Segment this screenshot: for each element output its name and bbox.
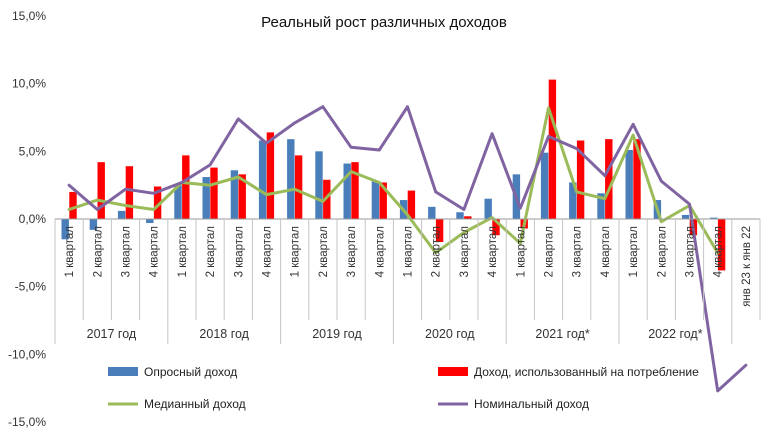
bar-consumption bbox=[153, 186, 162, 219]
x-group-label: 2021 год* bbox=[535, 327, 590, 341]
bar-survey bbox=[343, 163, 351, 219]
bar-survey bbox=[287, 139, 295, 219]
nominal-income-line bbox=[67, 105, 748, 393]
y-tick-label: -15,0% bbox=[8, 415, 46, 429]
bar-survey bbox=[569, 182, 577, 219]
x-category-label: 1 квартал bbox=[290, 226, 302, 277]
bar-survey bbox=[202, 177, 210, 219]
bar-survey bbox=[540, 152, 549, 219]
x-category-label: 4 квартал bbox=[487, 226, 499, 277]
x-category-label: 1 квартал bbox=[628, 226, 640, 277]
bar-consumption bbox=[717, 219, 726, 271]
y-axis: 15,0% 10,0% 5,0% 0,0% -5,0% -10,0% -15,0% bbox=[8, 9, 46, 429]
x-category-label: 1 квартал bbox=[64, 226, 76, 277]
bar-consumption bbox=[210, 167, 218, 219]
x-category-label: 1 квартал bbox=[403, 226, 415, 277]
bar-consumption bbox=[266, 132, 275, 219]
bar-survey bbox=[174, 185, 182, 219]
bar-survey bbox=[89, 219, 98, 230]
median-income-line bbox=[67, 106, 720, 255]
x-group-label: 2022 год* bbox=[648, 327, 703, 341]
legend-label: Доход, использованный на потребление bbox=[474, 365, 699, 379]
bar-consumption bbox=[69, 191, 77, 219]
bar-consumption bbox=[548, 79, 557, 220]
x-category-label: 4 квартал bbox=[713, 226, 725, 277]
x-category-label: 3 квартал bbox=[459, 226, 471, 277]
bar-survey bbox=[146, 219, 154, 224]
bar-survey bbox=[625, 149, 633, 219]
bar-survey bbox=[230, 170, 239, 219]
bar-survey bbox=[258, 140, 267, 219]
x-category-label: янв 23 к янв 22 bbox=[741, 226, 753, 307]
bar-consumption bbox=[576, 140, 585, 219]
bar-consumption bbox=[351, 162, 359, 219]
legend-label: Медианный доход bbox=[144, 397, 246, 411]
y-tick-label: 0,0% bbox=[19, 212, 47, 226]
line-series bbox=[67, 105, 748, 393]
legend-swatch bbox=[108, 367, 138, 376]
x-group-label: 2020 год bbox=[425, 327, 475, 341]
legend-label: Номинальный доход bbox=[474, 397, 589, 411]
x-category-label: 3 квартал bbox=[685, 226, 697, 277]
bar-survey bbox=[61, 219, 69, 240]
bar-survey bbox=[484, 198, 492, 219]
x-group-label: 2018 год bbox=[199, 327, 249, 341]
chart-title: Реальный рост различных доходов bbox=[261, 14, 507, 31]
bar-consumption bbox=[407, 190, 416, 219]
x-group-label: 2019 год bbox=[312, 327, 362, 341]
bar-consumption bbox=[379, 182, 387, 219]
x-axis: 1 квартал 2 квартал 3 квартал 4 квартал 1 кв… bbox=[54, 218, 761, 344]
x-category-label: 2 квартал bbox=[318, 226, 330, 277]
x-category-label: 1 квартал bbox=[177, 226, 189, 277]
y-tick-label: 10,0% bbox=[12, 77, 46, 91]
x-category-label: 3 квартал bbox=[346, 226, 358, 277]
bar-survey bbox=[456, 212, 464, 219]
bar-consumption bbox=[238, 174, 246, 219]
y-tick-label: -5,0% bbox=[15, 280, 47, 294]
bar-series bbox=[61, 79, 726, 271]
legend-swatch bbox=[438, 367, 468, 376]
x-category-label: 3 квартал bbox=[233, 226, 245, 277]
bar-survey bbox=[597, 193, 605, 219]
x-category-label: 4 квартал bbox=[374, 226, 386, 277]
bar-consumption bbox=[464, 216, 472, 219]
bar-survey bbox=[428, 206, 436, 219]
y-tick-label: 5,0% bbox=[19, 144, 47, 158]
bar-consumption bbox=[492, 219, 500, 236]
bar-consumption bbox=[182, 155, 190, 219]
bar-survey bbox=[710, 217, 718, 219]
x-category-label: 3 квартал bbox=[572, 226, 584, 277]
bar-survey bbox=[117, 210, 126, 219]
bar-consumption bbox=[97, 162, 105, 219]
x-category-label: 2 квартал bbox=[92, 226, 104, 277]
x-category-label: 2 квартал bbox=[205, 226, 217, 277]
x-category-label: 2 квартал bbox=[656, 226, 668, 277]
y-tick-label: 15,0% bbox=[12, 9, 46, 23]
bar-consumption bbox=[605, 139, 613, 219]
bar-survey bbox=[315, 151, 323, 219]
x-category-label: 4 квартал bbox=[600, 226, 612, 277]
x-category-label: 4 квартал bbox=[149, 226, 161, 277]
y-tick-label: -10,0% bbox=[8, 347, 46, 361]
bar-consumption bbox=[125, 166, 134, 219]
x-category-label: 4 квартал bbox=[262, 226, 274, 277]
bar-survey bbox=[371, 181, 380, 219]
legend-label: Опросный доход bbox=[144, 365, 237, 379]
x-category-label: 3 квартал bbox=[121, 226, 133, 277]
legend: Опросный доход Доход, использованный на п… bbox=[108, 365, 699, 411]
bar-consumption bbox=[294, 155, 303, 219]
bar-consumption bbox=[435, 219, 444, 243]
x-category-label: 2 квартал bbox=[544, 226, 556, 277]
x-group-label: 2017 год bbox=[87, 327, 137, 341]
x-category-label: 2 квартал bbox=[431, 226, 443, 277]
x-category-label: 1 квартал bbox=[515, 226, 527, 277]
bar-survey bbox=[681, 214, 690, 219]
bar-consumption bbox=[633, 139, 641, 219]
